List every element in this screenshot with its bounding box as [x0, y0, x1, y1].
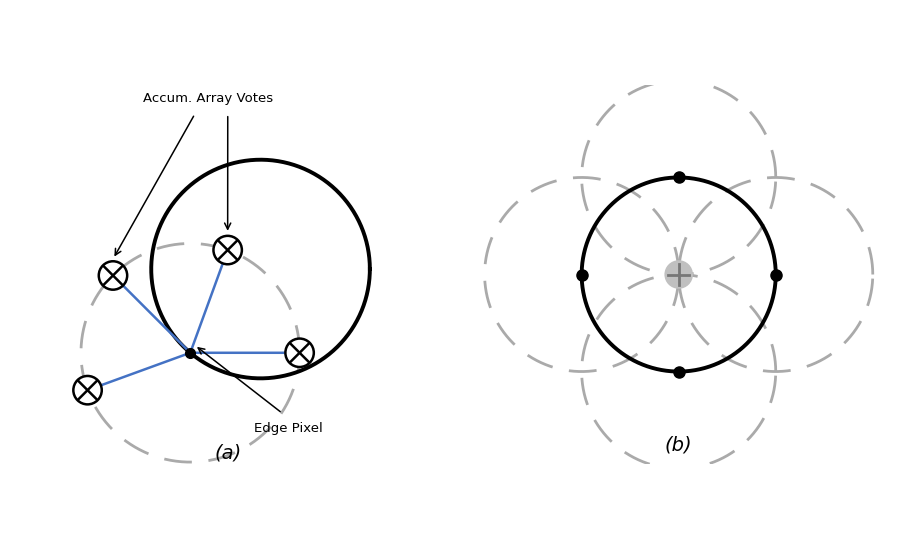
- Circle shape: [213, 236, 242, 264]
- Text: Accum. Array Votes: Accum. Array Votes: [143, 92, 273, 105]
- Text: (b): (b): [665, 435, 692, 454]
- Circle shape: [74, 376, 102, 405]
- Text: Edge Pixel: Edge Pixel: [253, 422, 322, 435]
- Circle shape: [285, 339, 313, 367]
- Circle shape: [665, 261, 692, 288]
- Text: (a): (a): [214, 444, 241, 462]
- Circle shape: [98, 261, 128, 290]
